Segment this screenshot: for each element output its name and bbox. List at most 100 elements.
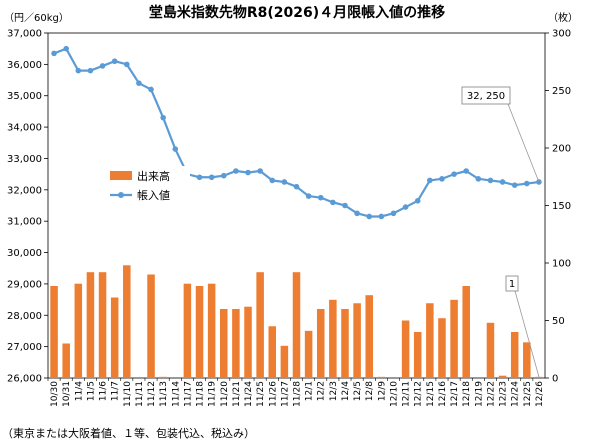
x-tick-label: 11/14 (171, 381, 181, 407)
settlement-point (281, 179, 288, 185)
right-tick-label: 150 (552, 201, 571, 212)
settlement-point (402, 204, 409, 210)
x-tick-label: 10/31 (62, 381, 72, 407)
left-axis-ticks: 26,000 27,000 28,000 29,000 30,000 31,000 32,0… (7, 29, 48, 385)
settlement-point (427, 177, 433, 184)
volume-bar (86, 272, 95, 378)
callout-box-settlement (461, 86, 511, 105)
x-tick-label: 12/15 (426, 381, 436, 407)
settlement-point (196, 174, 203, 181)
volume-bar (401, 320, 410, 378)
volume-bar (159, 376, 167, 378)
x-tick-label: 12/1 (305, 381, 315, 401)
volume-bar (316, 309, 325, 378)
volume-bar (268, 326, 277, 378)
settlement-point (390, 210, 397, 217)
x-tick-label: 12/25 (523, 381, 533, 407)
settlement-point (293, 183, 300, 190)
x-tick-label: 11/6 (99, 381, 109, 401)
volume-bar (329, 299, 337, 378)
x-tick-label: 10/30 (50, 381, 60, 407)
volume-bar (450, 299, 458, 378)
volume-bar (123, 265, 131, 378)
x-tick-label: 11/7 (111, 381, 121, 401)
x-tick-label: 12/18 (462, 381, 472, 407)
volume-bar (486, 322, 495, 378)
right-tick-label: 250 (552, 86, 571, 97)
settlement-point (75, 67, 82, 74)
x-tick-label: 11/12 (147, 381, 157, 407)
settlement-point (475, 176, 482, 182)
right-tick-label: 50 (552, 316, 565, 327)
settlement-point (439, 176, 445, 182)
left-tick-label: 31,000 (7, 217, 42, 228)
settlement-point (63, 45, 69, 52)
volume-bar (292, 272, 301, 378)
footnote: （東京または大阪着値、１等、包装代込、税込み） (2, 426, 255, 440)
left-tick-label: 32,000 (7, 185, 42, 196)
volume-bar (304, 330, 313, 378)
x-tick-label: 11/17 (183, 381, 193, 407)
volume-bar (98, 272, 107, 378)
callout-label-volume: 1 (509, 279, 515, 290)
x-tick-label: 12/2 (317, 381, 327, 401)
x-tick-label: 12/4 (341, 381, 351, 401)
volume-bar (74, 283, 83, 378)
volume-bar (256, 272, 264, 378)
volume-bar (280, 345, 289, 378)
left-tick-label: 26,000 (7, 374, 42, 385)
volume-bar (147, 274, 155, 378)
volume-bar (50, 286, 58, 378)
left-axis-unit: （円／60kg） (4, 12, 69, 24)
left-tick-label: 28,000 (7, 311, 42, 322)
volume-bar (462, 286, 470, 378)
left-tick-label: 33,000 (7, 154, 42, 165)
x-tick-label: 12/8 (365, 381, 375, 401)
settlement-point (269, 177, 276, 184)
settlement-point (220, 172, 227, 179)
x-tick-label: 11/18 (196, 381, 206, 407)
x-tick-label: 11/19 (208, 381, 218, 407)
settlement-point (414, 197, 421, 204)
settlement-point (51, 50, 57, 57)
right-tick-label: 100 (552, 259, 571, 270)
callout-leader-volume (514, 290, 540, 377)
callout-leader-settlement (507, 103, 540, 183)
volume-bar (232, 309, 240, 378)
x-tick-label: 11/11 (135, 381, 145, 407)
volume-bar (341, 309, 349, 378)
x-tick-label: 11/21 (232, 381, 242, 407)
legend-label-settlement: 帳入値 (137, 188, 170, 202)
right-tick-label: 200 (552, 144, 571, 155)
settlement-point (148, 86, 154, 93)
settlement-point (366, 213, 373, 220)
settlement-point (354, 210, 360, 217)
volume-bar (62, 343, 70, 378)
legend-line-marker (118, 192, 124, 198)
volume-bar (244, 306, 252, 378)
settlement-point (463, 168, 470, 174)
x-tick-label: 12/17 (450, 381, 460, 407)
settlement-point (172, 146, 179, 152)
volume-bar (377, 376, 386, 378)
x-tick-label: 11/13 (159, 381, 169, 407)
left-tick-label: 30,000 (7, 248, 42, 259)
x-tick-label: 11/4 (74, 381, 84, 401)
callouts: 32, 250 1 (461, 86, 540, 377)
volume-bar (195, 286, 204, 378)
x-tick-label: 12/3 (329, 381, 339, 401)
x-tick-label: 12/5 (353, 381, 363, 401)
x-tick-label: 11/24 (244, 381, 254, 407)
x-tick-label: 12/19 (474, 381, 484, 407)
x-tick-label: 11/20 (220, 381, 230, 407)
x-tick-label: 12/10 (389, 381, 399, 407)
volume-bar (510, 332, 519, 378)
left-tick-label: 27,000 (7, 342, 42, 353)
settlement-point (511, 182, 518, 188)
x-tick-label: 12/22 (486, 381, 496, 407)
right-tick-label: 300 (552, 29, 571, 40)
left-tick-label: 29,000 (7, 279, 42, 290)
x-tick-label: 11/27 (280, 381, 290, 407)
x-tick-label: 11/26 (268, 381, 278, 407)
